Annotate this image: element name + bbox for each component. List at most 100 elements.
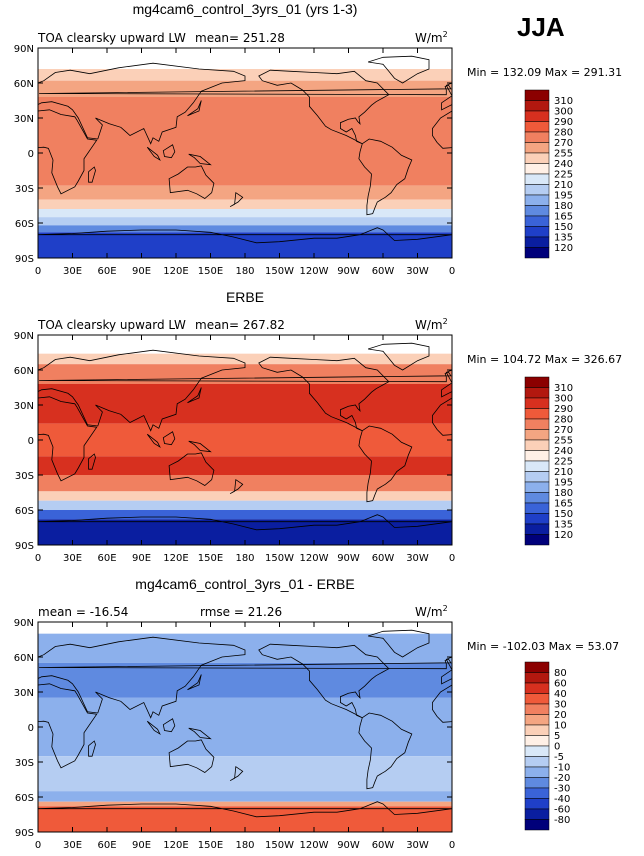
coastline	[162, 718, 176, 733]
coastline	[229, 478, 244, 495]
colorbar-swatch	[524, 110, 550, 122]
map-band	[38, 217, 452, 226]
lat-label: 30N	[14, 688, 34, 699]
lon-label: 150W	[265, 266, 294, 277]
coastline	[188, 440, 212, 453]
map-band	[38, 199, 452, 209]
colorbar-label: 225	[554, 457, 573, 468]
coastline	[38, 227, 452, 244]
colorbar-label: 165	[554, 212, 573, 223]
coastline	[38, 636, 246, 719]
map-band	[38, 622, 452, 634]
panel-3: mg4cam6_control_3yrs_01 - ERBE mean = -16…	[14, 576, 619, 851]
coastline	[38, 683, 98, 769]
map-band	[38, 791, 452, 802]
lon-label: 120E	[163, 840, 188, 851]
panel-1: mg4cam6_control_3yrs_01 (yrs 1-3) TOA cle…	[14, 1, 622, 277]
colorbar-label: 10	[554, 721, 567, 732]
lat-label: 60S	[15, 219, 34, 230]
colorbar-label: 60	[554, 679, 567, 690]
coastline	[162, 431, 176, 446]
colorbar-label: -5	[554, 752, 564, 763]
lon-label: 30E	[63, 840, 82, 851]
colorbar-swatch	[524, 205, 550, 217]
lon-label: 0	[35, 553, 41, 564]
lon-label: 150W	[265, 553, 294, 564]
colorbar-label: 120	[554, 530, 573, 541]
colorbar-swatch	[524, 163, 550, 175]
colorbar-label: 310	[554, 96, 573, 107]
colorbar-label: 290	[554, 117, 573, 128]
colorbar-swatch	[524, 397, 550, 409]
colorbar-swatch	[524, 121, 550, 133]
colorbar-swatch	[524, 714, 550, 726]
panel-title: mg4cam6_control_3yrs_01 - ERBE	[135, 576, 354, 592]
colorbar-label: 180	[554, 488, 573, 499]
lon-label: 30W	[406, 266, 429, 277]
colorbar-swatch	[524, 152, 550, 164]
coastline	[39, 371, 452, 383]
lon-label: 60E	[97, 840, 116, 851]
coastline	[38, 109, 98, 195]
colorbar-label: 280	[554, 128, 573, 139]
colorbar-swatch	[524, 819, 550, 831]
coastline	[358, 138, 413, 216]
colorbar-swatch	[524, 534, 550, 546]
lon-label: 150E	[198, 266, 223, 277]
coastline	[38, 62, 246, 145]
lon-label: 30W	[406, 840, 429, 851]
colorbar-label: -30	[554, 784, 570, 795]
lon-label: 120W	[300, 266, 329, 277]
colorbar-label: 150	[554, 509, 573, 520]
left-label: TOA clearsky upward LW	[37, 31, 186, 45]
coastline	[88, 453, 96, 470]
map-band	[38, 384, 452, 424]
colorbar-swatch	[524, 236, 550, 248]
lon-label: 180	[235, 553, 254, 564]
coastline	[367, 55, 430, 84]
lat-label: 30N	[14, 401, 34, 412]
colorbar-swatch	[524, 745, 550, 757]
colorbar-label: 20	[554, 710, 567, 721]
lon-label: 60W	[372, 266, 395, 277]
lon-label: 90E	[132, 553, 151, 564]
colorbar-label: 280	[554, 415, 573, 426]
lat-label: 60S	[15, 793, 34, 804]
map-band	[38, 423, 452, 457]
coastline	[258, 356, 390, 432]
lat-label: 90S	[15, 254, 34, 265]
map-band	[38, 80, 452, 97]
colorbar-swatch	[524, 418, 550, 430]
coastline	[162, 144, 176, 159]
colorbar-swatch	[524, 808, 550, 820]
coastline	[88, 740, 96, 757]
lon-label: 180	[235, 266, 254, 277]
min-max-label: Min = -102.03 Max = 53.07	[467, 640, 619, 653]
map-band	[38, 491, 452, 501]
lon-label: 90E	[132, 840, 151, 851]
coastline	[146, 146, 161, 162]
colorbar-label: 255	[554, 436, 573, 447]
lon-label: 60W	[372, 840, 395, 851]
colorbar-swatch	[524, 376, 550, 388]
colorbar-swatch	[524, 184, 550, 196]
lon-label: 0	[449, 553, 455, 564]
lon-label: 30W	[406, 553, 429, 564]
map-band	[38, 48, 452, 69]
colorbar-swatch	[524, 777, 550, 789]
colorbar-label: 300	[554, 394, 573, 405]
colorbar-label: -80	[554, 815, 570, 826]
coastline	[88, 166, 96, 183]
colorbar-swatch	[524, 131, 550, 143]
map-field	[38, 335, 452, 545]
coastline	[146, 433, 161, 449]
colorbar-label: 40	[554, 689, 567, 700]
coastline	[38, 514, 452, 531]
coastline	[188, 727, 212, 740]
coastline	[258, 643, 390, 719]
lon-label: 0	[35, 266, 41, 277]
colorbar-swatch	[524, 798, 550, 810]
colorbar-swatch	[524, 89, 550, 101]
map-band	[38, 209, 452, 218]
left-label: TOA clearsky upward LW	[37, 318, 186, 332]
